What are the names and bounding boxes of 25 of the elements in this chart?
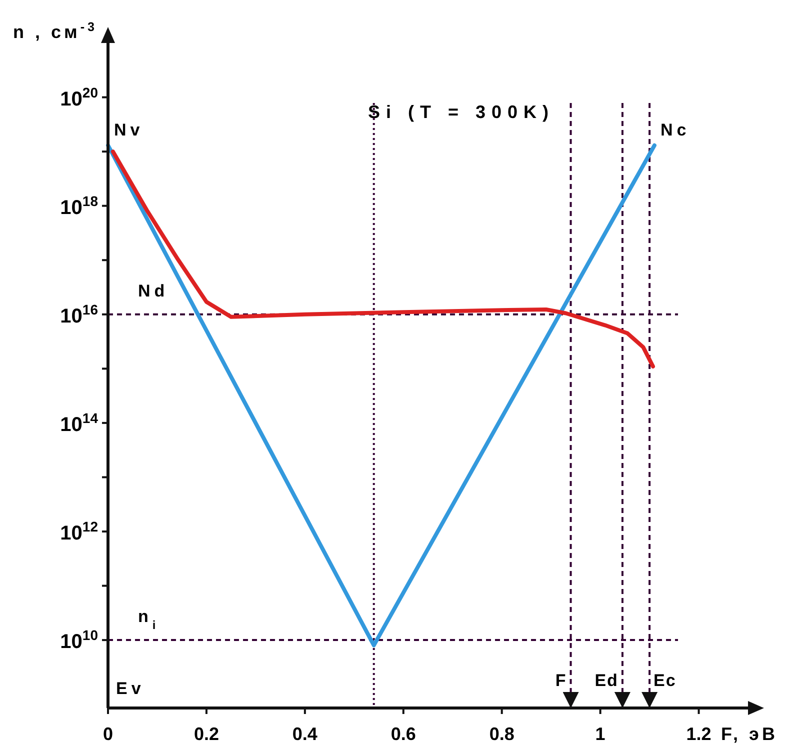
annotation: Nv (114, 120, 144, 140)
ref-line-label: F (555, 671, 567, 690)
y-tick-label: 10$^{18}$ (60, 192, 98, 219)
x-tick-label: 0.8 (489, 724, 514, 744)
y-tick-label: 10$^{14}$ (60, 410, 98, 436)
line-series (110, 150, 655, 368)
x-tick-label: 1.2 (686, 724, 712, 744)
ref-line-label: Nd (138, 281, 169, 300)
x-tick-label: 0.4 (292, 724, 318, 744)
y-tick-label: 10$^{10}$ (60, 627, 98, 654)
x-tick-label: 1 (595, 724, 606, 744)
x-tick-label: 0.6 (390, 724, 416, 744)
y-tick-label: 10$^{12}$ (60, 518, 98, 544)
x-axis-title: F, эВ (721, 724, 778, 744)
y-tick-label: 10$^{20}$ (60, 84, 98, 110)
ref-line-label: n$_{i}$ (138, 607, 160, 632)
y-axis-title: n , см$^{-3}$ (13, 20, 98, 42)
x-tick-label: 0 (102, 724, 114, 744)
text: Si (T = 300K) (368, 102, 555, 122)
annotation: Ev (116, 679, 145, 698)
ref-line-label: Ed (594, 671, 618, 690)
ref-line-label: Ec (654, 671, 676, 690)
x-tick-label: 0.2 (194, 724, 219, 744)
annotation: Nc (660, 120, 690, 140)
y-tick-label: 10$^{16}$ (60, 301, 98, 328)
